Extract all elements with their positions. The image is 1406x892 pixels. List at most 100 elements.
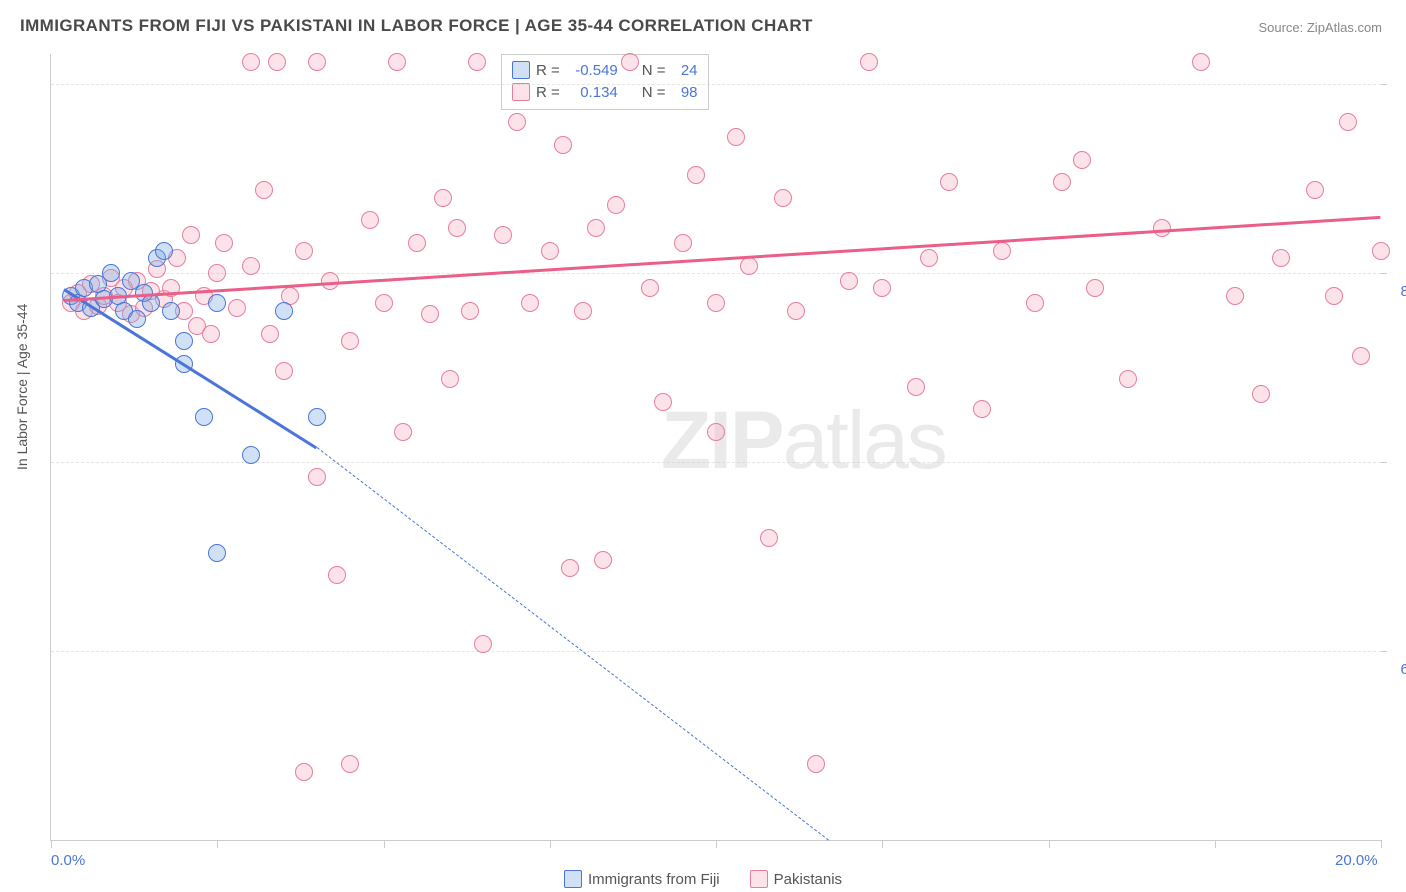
data-point [1073, 151, 1091, 169]
data-point [394, 423, 412, 441]
data-point [308, 408, 326, 426]
data-point [1372, 242, 1390, 260]
stats-row: R = -0.549 N = 24 [512, 59, 698, 81]
data-point [654, 393, 672, 411]
legend-label: Immigrants from Fiji [588, 871, 720, 888]
watermark: ZIPatlas [661, 394, 946, 488]
data-point [1272, 249, 1290, 267]
data-point [787, 302, 805, 320]
x-tick [716, 840, 717, 848]
data-point [707, 294, 725, 312]
data-point [561, 559, 579, 577]
legend-item: Pakistanis [750, 870, 842, 888]
trend-line [64, 216, 1381, 302]
data-point [434, 189, 452, 207]
data-point [1053, 173, 1071, 191]
data-point [727, 128, 745, 146]
data-point [421, 305, 439, 323]
data-point [255, 181, 273, 199]
data-point [375, 294, 393, 312]
data-point [574, 302, 592, 320]
data-point [408, 234, 426, 252]
data-point [461, 302, 479, 320]
data-point [215, 234, 233, 252]
data-point [295, 763, 313, 781]
data-point [707, 423, 725, 441]
y-tick-label: 87.5% [1400, 283, 1406, 300]
data-point [195, 408, 213, 426]
data-point [341, 755, 359, 773]
data-point [242, 257, 260, 275]
stats-legend: R = -0.549 N = 24 R = 0.134 N = 98 [501, 54, 709, 110]
data-point [182, 226, 200, 244]
x-tick-label: 0.0% [51, 852, 85, 869]
data-point [328, 566, 346, 584]
data-point [175, 332, 193, 350]
data-point [202, 325, 220, 343]
data-point [361, 211, 379, 229]
data-point [494, 226, 512, 244]
gridline [51, 84, 1381, 85]
data-point [920, 249, 938, 267]
data-point [308, 53, 326, 71]
source-label: Source: ZipAtlas.com [1258, 20, 1382, 35]
x-tick [1381, 840, 1382, 848]
x-tick [384, 840, 385, 848]
data-point [641, 279, 659, 297]
data-point [860, 53, 878, 71]
x-tick [51, 840, 52, 848]
data-point [295, 242, 313, 260]
data-point [208, 264, 226, 282]
data-point [607, 196, 625, 214]
data-point [1325, 287, 1343, 305]
chart-container: IMMIGRANTS FROM FIJI VS PAKISTANI IN LAB… [0, 0, 1406, 892]
data-point [840, 272, 858, 290]
data-point [321, 272, 339, 290]
data-point [508, 113, 526, 131]
data-point [973, 400, 991, 418]
data-point [1306, 181, 1324, 199]
legend-item: Immigrants from Fiji [564, 870, 720, 888]
data-point [142, 294, 160, 312]
data-point [807, 755, 825, 773]
data-point [261, 325, 279, 343]
data-point [774, 189, 792, 207]
data-point [1026, 294, 1044, 312]
data-point [102, 264, 120, 282]
data-point [268, 53, 286, 71]
data-point [687, 166, 705, 184]
data-point [275, 302, 293, 320]
data-point [468, 53, 486, 71]
data-point [1252, 385, 1270, 403]
x-tick [1215, 840, 1216, 848]
y-axis-label: In Labor Force | Age 35-44 [14, 304, 30, 470]
data-point [308, 468, 326, 486]
x-tick [550, 840, 551, 848]
data-point [1086, 279, 1104, 297]
blue-swatch-icon [512, 61, 530, 79]
data-point [907, 378, 925, 396]
data-point [208, 544, 226, 562]
data-point [275, 362, 293, 380]
y-tick-label: 62.5% [1400, 661, 1406, 678]
data-point [940, 173, 958, 191]
trend-line [317, 447, 830, 841]
data-point [587, 219, 605, 237]
blue-swatch-icon [564, 870, 582, 888]
gridline [51, 651, 1381, 652]
data-point [621, 53, 639, 71]
data-point [242, 53, 260, 71]
data-point [128, 310, 146, 328]
data-point [521, 294, 539, 312]
chart-title: IMMIGRANTS FROM FIJI VS PAKISTANI IN LAB… [20, 16, 813, 36]
data-point [228, 299, 246, 317]
legend-label: Pakistanis [774, 871, 842, 888]
pink-swatch-icon [512, 83, 530, 101]
data-point [594, 551, 612, 569]
data-point [541, 242, 559, 260]
data-point [1119, 370, 1137, 388]
data-point [1339, 113, 1357, 131]
data-point [1352, 347, 1370, 365]
data-point [448, 219, 466, 237]
data-point [208, 294, 226, 312]
